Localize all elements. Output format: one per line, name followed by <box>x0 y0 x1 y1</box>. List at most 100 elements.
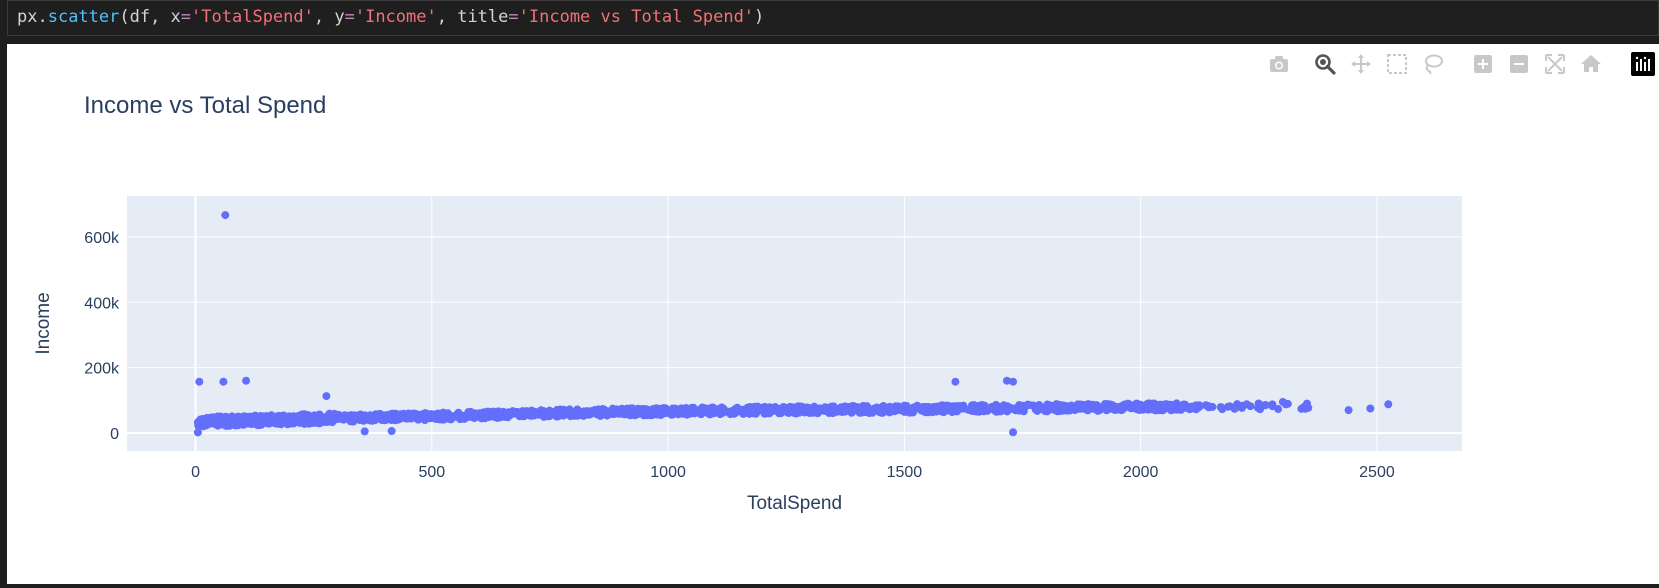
data-point[interactable] <box>900 407 909 416</box>
data-point[interactable] <box>279 411 288 420</box>
data-point[interactable] <box>224 418 233 427</box>
data-point[interactable] <box>1002 376 1011 385</box>
lasso-select-button[interactable] <box>1421 52 1445 76</box>
data-point[interactable] <box>634 406 643 415</box>
data-point[interactable] <box>1344 406 1353 415</box>
autoscale-button[interactable] <box>1543 52 1567 76</box>
data-point[interactable] <box>1043 400 1052 409</box>
data-point[interactable] <box>583 407 592 416</box>
data-point[interactable] <box>1216 403 1225 412</box>
data-point[interactable] <box>215 418 224 427</box>
data-point[interactable] <box>568 408 577 417</box>
data-point[interactable] <box>1101 400 1110 409</box>
data-point[interactable] <box>1224 402 1233 411</box>
data-point[interactable] <box>847 408 856 417</box>
data-point[interactable] <box>1009 377 1018 386</box>
data-point[interactable] <box>1148 405 1157 414</box>
data-point[interactable] <box>772 405 781 414</box>
data-point[interactable] <box>1302 399 1311 408</box>
data-point[interactable] <box>783 403 792 412</box>
data-point[interactable] <box>800 408 809 417</box>
data-point[interactable] <box>219 377 228 386</box>
data-point[interactable] <box>922 407 931 416</box>
data-point[interactable] <box>1064 405 1073 414</box>
data-point[interactable] <box>537 406 546 415</box>
data-point[interactable] <box>1115 405 1124 414</box>
data-point[interactable] <box>1087 404 1096 413</box>
data-point[interactable] <box>195 418 204 427</box>
data-point[interactable] <box>360 427 369 436</box>
data-point[interactable] <box>681 406 690 415</box>
data-point[interactable] <box>797 402 806 411</box>
data-point[interactable] <box>959 404 968 413</box>
data-point[interactable] <box>943 401 952 410</box>
data-point[interactable] <box>544 412 553 421</box>
data-point[interactable] <box>716 403 725 412</box>
data-point[interactable] <box>1242 400 1251 409</box>
data-point[interactable] <box>263 412 272 421</box>
data-point[interactable] <box>671 406 680 415</box>
data-point[interactable] <box>372 410 381 419</box>
data-point[interactable] <box>221 211 230 220</box>
data-point[interactable] <box>314 414 323 423</box>
data-point[interactable] <box>1035 400 1044 409</box>
data-point[interactable] <box>1102 406 1111 415</box>
data-point[interactable] <box>1195 402 1204 411</box>
data-point[interactable] <box>661 404 670 413</box>
data-point[interactable] <box>972 405 981 414</box>
pan-button[interactable] <box>1349 52 1373 76</box>
data-point[interactable] <box>620 410 629 419</box>
data-point[interactable] <box>1159 400 1168 409</box>
data-point[interactable] <box>396 410 405 419</box>
data-point[interactable] <box>1384 400 1393 409</box>
data-point[interactable] <box>1176 405 1185 414</box>
data-point[interactable] <box>862 407 871 416</box>
data-point[interactable] <box>387 427 396 436</box>
zoom-in-button[interactable] <box>1471 52 1495 76</box>
data-point[interactable] <box>996 407 1005 416</box>
data-point[interactable] <box>490 411 499 420</box>
data-point[interactable] <box>1004 403 1013 412</box>
data-point[interactable] <box>1134 405 1143 414</box>
plotly-logo-button[interactable] <box>1631 52 1655 76</box>
data-point[interactable] <box>235 417 244 426</box>
data-point[interactable] <box>322 392 331 401</box>
data-point[interactable] <box>1094 402 1103 411</box>
data-point[interactable] <box>354 412 363 421</box>
data-point[interactable] <box>825 406 834 415</box>
data-point[interactable] <box>1268 402 1277 411</box>
data-point[interactable] <box>1261 401 1270 410</box>
data-point[interactable] <box>689 403 698 412</box>
data-point[interactable] <box>299 412 308 421</box>
box-select-button[interactable] <box>1385 52 1409 76</box>
data-point[interactable] <box>990 405 999 414</box>
data-point[interactable] <box>642 409 651 418</box>
data-point[interactable] <box>193 428 202 437</box>
data-point[interactable] <box>1009 428 1018 437</box>
data-point[interactable] <box>600 409 609 418</box>
zoom-out-button[interactable] <box>1507 52 1531 76</box>
data-point[interactable] <box>242 376 251 385</box>
data-point[interactable] <box>1121 400 1130 409</box>
data-point[interactable] <box>309 418 318 427</box>
data-point[interactable] <box>628 404 637 413</box>
data-point[interactable] <box>203 416 212 425</box>
data-point[interactable] <box>697 409 706 418</box>
data-point[interactable] <box>474 409 483 418</box>
data-point[interactable] <box>439 413 448 422</box>
data-point[interactable] <box>554 411 563 420</box>
data-point[interactable] <box>810 402 819 411</box>
data-point[interactable] <box>1230 404 1239 413</box>
data-point[interactable] <box>837 403 846 412</box>
data-point[interactable] <box>1187 402 1196 411</box>
data-point[interactable] <box>242 414 251 423</box>
data-point[interactable] <box>855 404 864 413</box>
data-point[interactable] <box>510 409 519 418</box>
data-point[interactable] <box>195 377 204 386</box>
data-point[interactable] <box>937 404 946 413</box>
data-point[interactable] <box>1297 404 1306 413</box>
data-point[interactable] <box>1071 406 1080 415</box>
data-point[interactable] <box>753 403 762 412</box>
data-point[interactable] <box>730 408 739 417</box>
data-point[interactable] <box>709 404 718 413</box>
